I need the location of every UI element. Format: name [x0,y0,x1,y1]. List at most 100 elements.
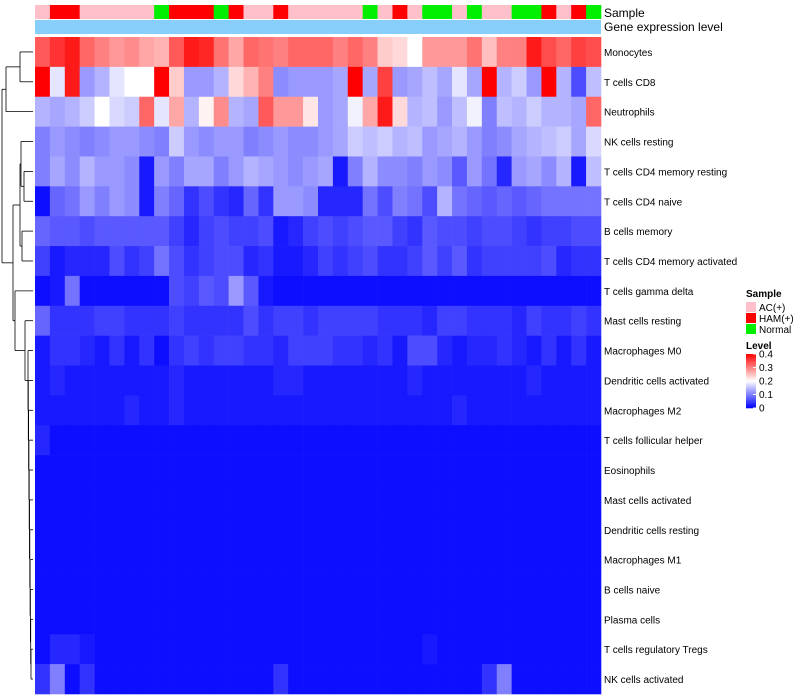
heatmap-cell [377,604,393,635]
sample-annotation-cell [169,5,185,19]
heatmap-cell [303,156,319,187]
heatmap-cell [273,156,289,187]
heatmap-cell [526,634,542,665]
heatmap-cell [377,305,393,336]
sample-annotation-cell [273,5,289,19]
heatmap-cell [452,514,468,545]
heatmap-cell [556,484,572,516]
heatmap-cell [571,66,587,98]
heatmap-cell [332,604,349,635]
heatmap-cell [541,96,557,127]
heatmap-cell [94,66,110,98]
heatmap-cell [422,395,438,426]
heatmap-cell [183,604,200,635]
heatmap-cell [318,484,334,516]
heatmap-cell [94,544,110,575]
heatmap-cell [318,305,334,336]
heatmap-cell [303,544,319,575]
heatmap-cell [422,664,438,695]
row-label: B cells naive [604,585,661,596]
heatmap-cell [288,604,304,635]
row-label: Macrophages M2 [604,406,682,417]
heatmap-cell [526,246,542,277]
heatmap-cell [183,425,200,456]
heatmap-cell [362,514,378,545]
heatmap-cell [64,156,80,187]
heatmap-cell [332,37,349,68]
heatmap-cell [183,664,200,695]
heatmap-cell [198,544,215,575]
heatmap-cell [571,126,587,157]
sample-annotation-cell [377,5,393,19]
heatmap-cell [586,664,602,695]
sample-annotation-cell [228,5,244,19]
heatmap-cell [303,664,319,695]
heatmap-cell [511,514,527,545]
heatmap-cell [362,246,378,277]
heatmap-cell [466,544,483,575]
level-colorbar-segment [746,378,756,380]
heatmap-cell [347,455,363,486]
sample-annotation-cell [362,5,378,19]
heatmap-cell [49,664,66,695]
heatmap-cell [511,305,527,336]
heatmap-cell [347,365,363,396]
heatmap-cell [64,186,80,217]
heatmap-cell [35,544,51,575]
heatmap-cell [511,96,527,127]
sample-annotation-cell [422,5,438,19]
sample-annotation-cell [586,5,602,19]
heatmap-cell [213,126,229,157]
heatmap-cell [79,275,95,307]
heatmap-cell [243,246,259,277]
heatmap-cell [303,305,319,336]
heatmap-cell [511,186,527,217]
heatmap-cell [422,514,438,545]
heatmap-cell [79,574,95,605]
heatmap-cell [586,96,602,127]
heatmap-cell [556,664,572,695]
heatmap-cell [422,335,438,366]
heatmap-cell [258,544,274,575]
heatmap-cell [541,544,557,575]
heatmap-cell [556,66,572,98]
heatmap-cell [35,455,51,486]
heatmap-cell [35,484,51,516]
heatmap-cell [79,156,95,187]
heatmap-cell [556,455,572,486]
heatmap-cell [466,156,483,187]
heatmap-cell [362,156,378,187]
heatmap-cell [332,156,349,187]
heatmap-cell [213,544,229,575]
heatmap-cell [332,395,349,426]
heatmap-cell [556,365,572,396]
heatmap-cell [64,365,80,396]
heatmap-cell [228,484,244,516]
heatmap-cell [332,305,349,336]
heatmap-cell [318,425,334,456]
heatmap-cell [258,96,274,127]
heatmap-cell [79,126,95,157]
heatmap-cell [526,275,542,307]
sample-annotation-cell [541,5,557,19]
heatmap-cell [481,186,498,217]
level-colorbar-segment [746,391,756,394]
heatmap-cell [109,634,125,665]
heatmap-cell [303,395,319,426]
heatmap-cell [586,544,602,575]
heatmap-cell [79,484,95,516]
heatmap-cell [377,395,393,426]
heatmap-cell [452,604,468,635]
heatmap-cell [586,484,602,516]
sample-annotation-cell [392,5,408,19]
heatmap-cell [228,156,244,187]
row-labels: Monocytes T cells CD8 Neutrophils NK cells … [604,48,737,686]
heatmap-cell [422,246,438,277]
heatmap-cell [332,634,349,665]
heatmap-cell [362,634,378,665]
heatmap-cell [511,275,527,307]
heatmap-cell [332,216,349,247]
heatmap-cell [94,335,110,366]
level-colorbar-segment [746,385,756,387]
heatmap-cell [422,604,438,635]
